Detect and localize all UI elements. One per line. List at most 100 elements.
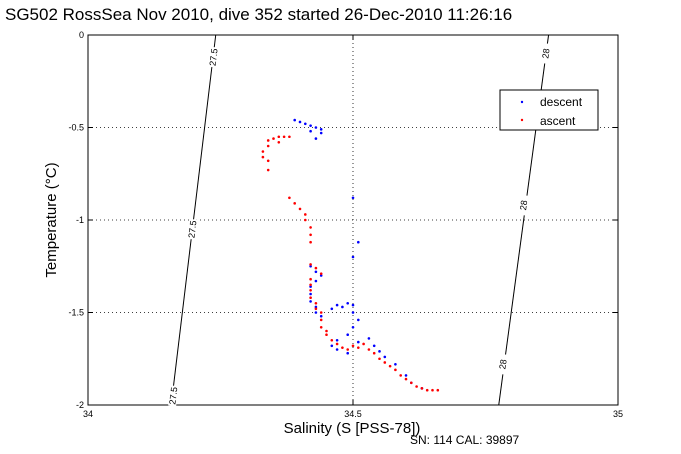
- point-ascent: [431, 388, 434, 392]
- point-ascent: [304, 213, 307, 216]
- point-ascent: [288, 196, 291, 200]
- point-descent: [335, 348, 339, 351]
- point-ascent: [367, 348, 371, 351]
- point-descent: [309, 264, 312, 268]
- x-tick-label: 35: [613, 409, 623, 419]
- point-ascent: [298, 207, 302, 211]
- point-ascent: [309, 296, 312, 300]
- contour-label-bg: [168, 385, 179, 407]
- point-descent: [346, 333, 350, 337]
- axis-ticks: 34 34.5 35 -2 -1.5 -1 -0.5 0: [68, 30, 623, 419]
- legend: descent ascent: [499, 89, 599, 131]
- point-ascent: [420, 387, 424, 390]
- y-tick-label: -2: [76, 400, 84, 410]
- point-ascent: [399, 374, 403, 377]
- point-ascent: [335, 342, 339, 346]
- contour-label: 27.5: [167, 386, 179, 405]
- point-ascent: [272, 137, 275, 140]
- point-descent: [346, 301, 350, 305]
- point-ascent: [410, 381, 413, 385]
- point-descent: [309, 124, 312, 127]
- point-ascent: [319, 326, 323, 329]
- point-ascent: [266, 139, 270, 142]
- point-descent: [304, 122, 307, 126]
- point-ascent: [309, 233, 312, 237]
- point-descent: [335, 303, 339, 307]
- point-descent: [314, 311, 318, 314]
- point-ascent: [388, 364, 392, 368]
- point-ascent: [394, 368, 397, 372]
- point-ascent: [346, 348, 350, 351]
- point-ascent: [266, 159, 270, 163]
- point-descent: [357, 240, 360, 244]
- legend-marker-descent: [520, 100, 524, 104]
- point-ascent: [309, 283, 312, 287]
- point-ascent: [325, 333, 328, 337]
- x-tick-label: 34: [83, 409, 93, 419]
- point-descent: [319, 314, 323, 318]
- point-ascent: [309, 263, 312, 266]
- point-descent: [335, 338, 339, 342]
- contour-label-bg: [208, 46, 219, 68]
- point-ascent: [266, 168, 270, 172]
- point-ascent: [357, 346, 360, 349]
- y-axis-label: Temperature (°C): [43, 162, 60, 277]
- point-descent: [378, 350, 381, 353]
- point-descent: [351, 311, 355, 314]
- point-descent: [330, 307, 334, 311]
- point-ascent: [425, 388, 429, 392]
- point-ascent: [288, 135, 291, 139]
- contour-label-bg: [518, 194, 529, 216]
- point-ascent: [372, 351, 376, 355]
- point-descent: [372, 344, 376, 348]
- point-ascent: [277, 135, 281, 139]
- point-ascent: [314, 266, 318, 270]
- point-ascent: [383, 361, 387, 364]
- contour-label-bg: [540, 43, 552, 64]
- point-ascent: [404, 377, 408, 381]
- point-descent: [314, 270, 318, 274]
- point-ascent: [415, 385, 418, 388]
- point-ascent: [319, 311, 323, 314]
- contour-label-bg: [187, 218, 198, 240]
- point-descent: [367, 337, 371, 340]
- point-descent: [314, 279, 318, 283]
- point-descent: [309, 285, 312, 288]
- x-axis-label: Salinity (S [PSS-78]): [284, 420, 421, 437]
- point-descent: [314, 137, 318, 140]
- point-descent: [319, 131, 323, 135]
- point-ascent: [309, 277, 312, 281]
- point-ascent: [378, 357, 381, 361]
- point-descent: [341, 305, 344, 309]
- contour-label: 28: [518, 200, 529, 211]
- point-descent: [351, 326, 355, 329]
- point-descent: [404, 374, 408, 377]
- point-ascent: [266, 144, 270, 148]
- point-ascent: [304, 218, 307, 222]
- y-tick-label: -0.5: [68, 123, 84, 133]
- contour-label: 28: [540, 48, 551, 59]
- point-descent: [314, 126, 318, 129]
- point-ascent: [314, 307, 318, 311]
- point-ascent: [309, 240, 312, 244]
- point-ascent: [309, 289, 312, 292]
- point-descent: [314, 305, 318, 309]
- point-ascent: [325, 329, 328, 333]
- point-descent: [351, 255, 355, 259]
- point-descent: [351, 303, 355, 307]
- point-ascent: [309, 226, 312, 229]
- serial-calibration-text: SN: 114 CAL: 39897: [410, 433, 520, 447]
- point-descent: [346, 351, 350, 355]
- contour-label-bg: [497, 353, 509, 375]
- point-ascent: [362, 342, 365, 346]
- y-tick-label: -1.5: [68, 308, 84, 318]
- point-descent: [330, 344, 334, 348]
- point-ascent: [261, 155, 265, 159]
- point-descent: [319, 274, 323, 277]
- y-tick-label: 0: [79, 30, 84, 40]
- point-descent: [357, 340, 360, 344]
- point-ascent: [319, 272, 323, 275]
- point-ascent: [314, 301, 318, 305]
- point-descent: [383, 355, 387, 359]
- legend-box: [499, 89, 599, 131]
